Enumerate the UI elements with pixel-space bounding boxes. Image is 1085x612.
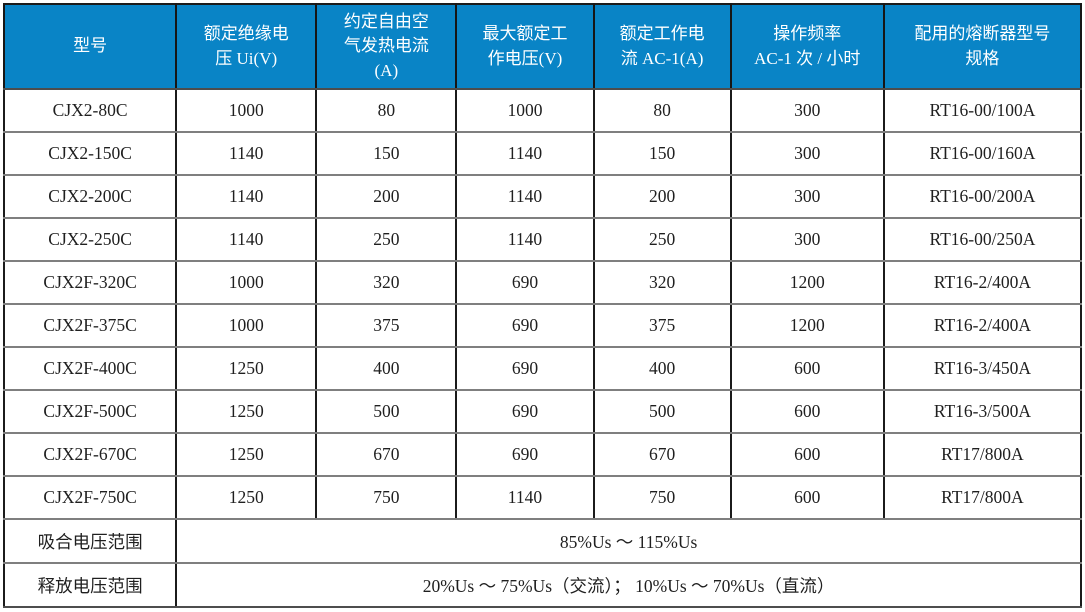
cell-value: 250	[592, 217, 732, 262]
cell-value: 1140	[455, 217, 595, 262]
cell-value: 1250	[175, 389, 318, 434]
table-row: CJX2F-400C 1250 400 690 400 600 RT16-3/4…	[2, 346, 1083, 391]
release-voltage-row: 释放电压范围 20%Us ～ 75%Us（交流）； 10%Us ～ 70%Us（…	[2, 562, 1082, 608]
table-row: CJX2F-670C 1250 670 690 670 600 RT17/800…	[2, 432, 1083, 477]
cell-fuse: RT16-2/400A	[882, 303, 1083, 348]
cell-value: 690	[455, 260, 595, 305]
cell-value: 600	[729, 475, 885, 520]
cell-value: 600	[729, 389, 885, 434]
cell-value: 200	[592, 174, 732, 219]
cell-value: 500	[315, 389, 458, 434]
column-header-operation-frequency: 操作频率 AC-1 次 / 小时	[729, 3, 885, 90]
cell-value: 690	[455, 432, 595, 477]
cell-value: 750	[592, 475, 732, 520]
column-header-thermal-current: 约定自由空 气发热电流 (A)	[315, 3, 458, 90]
cell-value: 80	[592, 88, 732, 133]
column-header-fuse-spec: 配用的熔断器型号 规格	[882, 3, 1083, 90]
cell-model: CJX2-200C	[2, 174, 178, 219]
contactor-spec-table: 型号 额定绝缘电 压 Ui(V) 约定自由空 气发热电流 (A) 最大额定工 作…	[2, 3, 1083, 608]
cell-value: 1140	[455, 475, 595, 520]
cell-fuse: RT16-3/450A	[882, 346, 1083, 391]
cell-value: 1200	[729, 303, 885, 348]
cell-value: 1250	[175, 432, 318, 477]
cell-value: 320	[592, 260, 732, 305]
cell-value: 400	[592, 346, 732, 391]
table-row: CJX2F-500C 1250 500 690 500 600 RT16-3/5…	[2, 389, 1083, 434]
cell-value: 1250	[175, 346, 318, 391]
cell-value: 320	[315, 260, 458, 305]
cell-value: 300	[729, 88, 885, 133]
cell-value: 670	[315, 432, 458, 477]
cell-model: CJX2-150C	[2, 131, 178, 176]
cell-value: 300	[729, 217, 885, 262]
cell-value: 250	[315, 217, 458, 262]
table-row: CJX2F-375C 1000 375 690 375 1200 RT16-2/…	[2, 303, 1083, 348]
table-row: CJX2-80C 1000 80 1000 80 300 RT16-00/100…	[2, 88, 1083, 133]
cell-value: 1140	[175, 131, 318, 176]
cell-model: CJX2F-400C	[2, 346, 178, 391]
column-header-insulation-voltage: 额定绝缘电 压 Ui(V)	[175, 3, 318, 90]
column-header-working-current: 额定工作电 流 AC-1(A)	[592, 3, 732, 90]
table-body: CJX2-80C 1000 80 1000 80 300 RT16-00/100…	[2, 88, 1083, 608]
table-row: CJX2-200C 1140 200 1140 200 300 RT16-00/…	[2, 174, 1083, 219]
cell-model: CJX2F-750C	[2, 475, 178, 520]
cell-value: 600	[729, 346, 885, 391]
table-row: CJX2-250C 1140 250 1140 250 300 RT16-00/…	[2, 217, 1083, 262]
cell-value: 1140	[455, 174, 595, 219]
cell-fuse: RT16-3/500A	[882, 389, 1083, 434]
cell-value: 1000	[175, 303, 318, 348]
cell-value: 600	[729, 432, 885, 477]
cell-value: 1140	[175, 174, 318, 219]
cell-value: 670	[592, 432, 732, 477]
cell-value: 375	[315, 303, 458, 348]
cell-value: 1250	[175, 475, 318, 520]
cell-value: 1140	[455, 131, 595, 176]
cell-value: 690	[455, 346, 595, 391]
cell-fuse: RT16-00/100A	[882, 88, 1083, 133]
cell-model: CJX2-80C	[2, 88, 178, 133]
cell-value: 690	[455, 389, 595, 434]
cell-value: 150	[592, 131, 732, 176]
table-row: CJX2-150C 1140 150 1140 150 300 RT16-00/…	[2, 131, 1083, 176]
pull-in-voltage-value: 85%Us ～ 115%Us	[175, 518, 1082, 564]
pull-in-voltage-row: 吸合电压范围 85%Us ～ 115%Us	[2, 518, 1082, 564]
table-row: CJX2F-750C 1250 750 1140 750 600 RT17/80…	[2, 475, 1083, 520]
cell-value: 500	[592, 389, 732, 434]
cell-value: 1140	[175, 217, 318, 262]
cell-fuse: RT16-00/250A	[882, 217, 1083, 262]
cell-model: CJX2F-375C	[2, 303, 178, 348]
cell-value: 1200	[729, 260, 885, 305]
column-header-model: 型号	[2, 3, 178, 90]
cell-model: CJX2-250C	[2, 217, 178, 262]
cell-value: 1000	[175, 260, 318, 305]
cell-value: 150	[315, 131, 458, 176]
cell-value: 750	[315, 475, 458, 520]
release-voltage-label: 释放电压范围	[2, 562, 178, 608]
cell-value: 1000	[175, 88, 318, 133]
header-row: 型号 额定绝缘电 压 Ui(V) 约定自由空 气发热电流 (A) 最大额定工 作…	[2, 3, 1083, 90]
cell-value: 1000	[455, 88, 595, 133]
cell-model: CJX2F-670C	[2, 432, 178, 477]
pull-in-voltage-label: 吸合电压范围	[2, 518, 178, 564]
cell-fuse: RT16-00/160A	[882, 131, 1083, 176]
cell-value: 300	[729, 131, 885, 176]
cell-fuse: RT16-2/400A	[882, 260, 1083, 305]
cell-value: 200	[315, 174, 458, 219]
cell-fuse: RT16-00/200A	[882, 174, 1083, 219]
table-header: 型号 额定绝缘电 压 Ui(V) 约定自由空 气发热电流 (A) 最大额定工 作…	[2, 3, 1083, 90]
cell-value: 690	[455, 303, 595, 348]
cell-fuse: RT17/800A	[882, 475, 1083, 520]
cell-model: CJX2F-500C	[2, 389, 178, 434]
table-row: CJX2F-320C 1000 320 690 320 1200 RT16-2/…	[2, 260, 1083, 305]
cell-value: 80	[315, 88, 458, 133]
cell-value: 375	[592, 303, 732, 348]
cell-value: 400	[315, 346, 458, 391]
column-header-max-working-voltage: 最大额定工 作电压(V)	[455, 3, 595, 90]
release-voltage-value: 20%Us ～ 75%Us（交流）； 10%Us ～ 70%Us（直流）	[175, 562, 1082, 608]
cell-fuse: RT17/800A	[882, 432, 1083, 477]
cell-model: CJX2F-320C	[2, 260, 178, 305]
cell-value: 300	[729, 174, 885, 219]
